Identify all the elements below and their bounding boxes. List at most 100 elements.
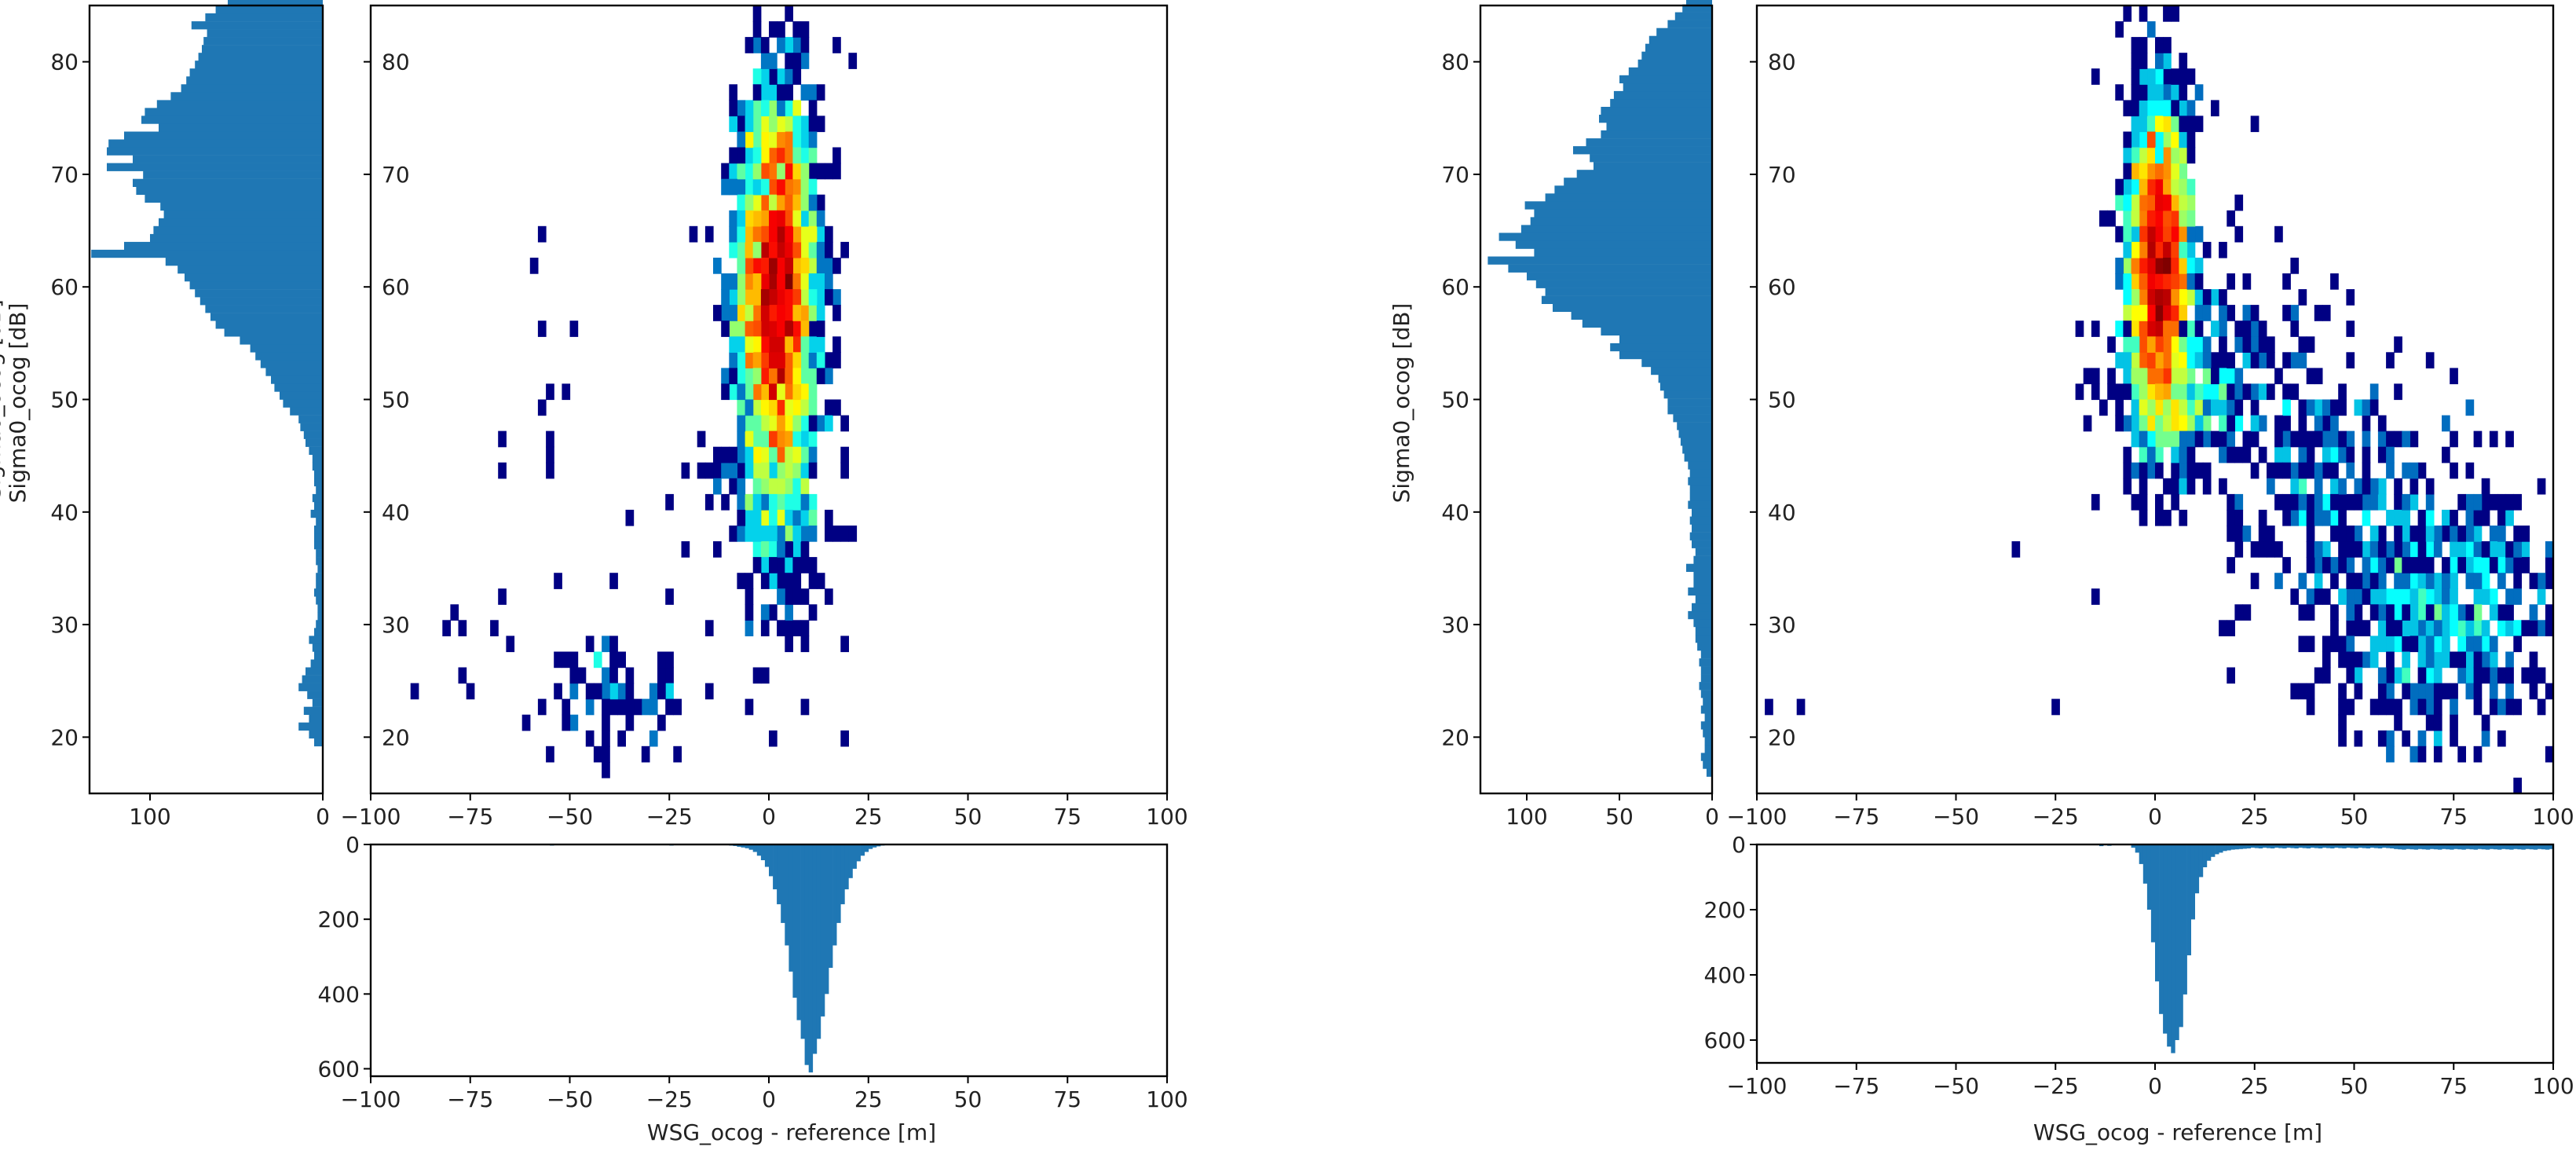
- heatmap-cell: [2115, 415, 2124, 432]
- heatmap-cell: [2131, 430, 2140, 448]
- heatmap-cell: [2402, 430, 2410, 448]
- heatmap-cell: [2131, 53, 2140, 69]
- histogram-bar: [1693, 555, 1712, 564]
- heatmap-cell: [2386, 730, 2395, 747]
- heatmap-cell: [2473, 620, 2483, 636]
- heatmap-cell: [2330, 573, 2339, 589]
- heatmap-cell: [2179, 321, 2188, 337]
- heatmap-cell: [792, 399, 802, 416]
- heatmap-cell: [816, 273, 825, 290]
- heatmap-cell: [2274, 225, 2283, 243]
- heatmap-cell: [2171, 225, 2179, 243]
- heatmap-cell: [2537, 573, 2546, 589]
- heatmap-cell: [617, 651, 626, 669]
- heatmap-cell: [729, 115, 737, 133]
- heatmap-cell: [2202, 462, 2212, 479]
- histogram-bar: [2238, 844, 2243, 849]
- heatmap-cell: [2369, 557, 2379, 573]
- histogram-bar: [145, 194, 323, 203]
- heatmap-cell: [800, 430, 810, 448]
- histogram-bar: [1601, 130, 1712, 139]
- histogram-bar: [1656, 27, 1712, 36]
- histogram-bar: [832, 844, 837, 946]
- heatmap-cell: [2394, 698, 2402, 716]
- heatmap-cell: [2417, 557, 2427, 573]
- heatmap-cell: [2330, 636, 2339, 653]
- heatmap-cell: [2425, 588, 2435, 605]
- heatmap-cell: [2314, 493, 2323, 511]
- heatmap-cell: [752, 147, 762, 164]
- heatmap-cell: [2410, 698, 2419, 716]
- heatmap-cell: [562, 698, 571, 716]
- histogram-bar: [2425, 844, 2431, 850]
- heatmap-cell: [2171, 100, 2179, 117]
- heatmap-cell: [2290, 258, 2300, 274]
- heatmap-cell: [2171, 194, 2179, 211]
- heatmap-cell: [785, 415, 793, 432]
- heatmap-cell: [657, 683, 666, 700]
- histogram-bar: [1545, 288, 1712, 296]
- heatmap-cell: [2146, 258, 2156, 274]
- histogram-bar: [316, 549, 323, 558]
- heatmap-cell: [760, 84, 770, 101]
- histogram-bar: [2139, 844, 2144, 864]
- heatmap-cell: [2139, 68, 2148, 85]
- histogram-bar: [2354, 844, 2358, 848]
- heatmap-cell: [697, 430, 706, 448]
- histogram-bar: [1686, 0, 1712, 5]
- heatmap-cell: [2425, 573, 2435, 589]
- heatmap-cell: [2155, 336, 2164, 353]
- heatmap-cell: [2394, 336, 2402, 353]
- y-tick-label: 20: [1768, 724, 1796, 750]
- heatmap-cell: [2457, 557, 2466, 573]
- heatmap-cell: [2123, 210, 2132, 227]
- heatmap-cell: [2505, 557, 2514, 573]
- heatmap-cell: [2155, 273, 2164, 290]
- heatmap-cell: [737, 305, 746, 321]
- heatmap-cell: [2202, 368, 2212, 385]
- heatmap-cell: [745, 588, 754, 605]
- left-y-axis-label: Sigma0_ocog [dB]: [5, 303, 31, 504]
- heatmap-cell: [2155, 352, 2164, 368]
- heatmap-cell: [745, 289, 754, 306]
- heatmap-cell: [569, 651, 579, 669]
- heatmap-cell: [752, 100, 762, 117]
- heatmap-cell: [2219, 430, 2227, 448]
- heatmap-cell: [777, 526, 785, 542]
- heatmap-cell: [2298, 430, 2307, 448]
- heatmap-cell: [2513, 698, 2522, 716]
- heatmap-cell: [2242, 273, 2252, 290]
- histogram-bar: [2398, 844, 2402, 850]
- heatmap-cell: [562, 714, 571, 731]
- y-tick-label: 70: [50, 162, 79, 188]
- heatmap-cell: [2131, 68, 2140, 85]
- histogram-bar: [1554, 185, 1712, 194]
- x-tick-label: −25: [2033, 1073, 2079, 1099]
- heatmap-cell: [2163, 289, 2172, 306]
- heatmap-cell: [777, 415, 785, 432]
- heatmap-cell: [2091, 588, 2100, 605]
- heatmap-cell: [2171, 115, 2179, 133]
- heatmap-cell: [808, 131, 818, 148]
- heatmap-cell: [2171, 446, 2179, 463]
- heatmap-cell: [752, 289, 762, 306]
- heatmap-cell: [737, 352, 746, 368]
- heatmap-cell: [816, 194, 825, 211]
- heatmap-cell: [769, 383, 778, 401]
- histogram-bar: [1619, 75, 1712, 84]
- heatmap-cell: [2131, 115, 2140, 133]
- heatmap-cell: [2417, 667, 2427, 684]
- heatmap-cell: [792, 273, 802, 290]
- heatmap-cell: [2386, 352, 2395, 368]
- heatmap-cell: [769, 131, 778, 148]
- histogram-bar: [306, 438, 323, 447]
- heatmap-cell: [729, 368, 737, 385]
- heatmap-cell: [2473, 746, 2483, 763]
- heatmap-cell: [458, 667, 467, 684]
- heatmap-cell: [777, 147, 785, 164]
- heatmap-cell: [2131, 225, 2140, 243]
- histogram-bar: [1688, 610, 1712, 620]
- histogram-bar: [769, 844, 774, 877]
- heatmap-cell: [2194, 321, 2204, 337]
